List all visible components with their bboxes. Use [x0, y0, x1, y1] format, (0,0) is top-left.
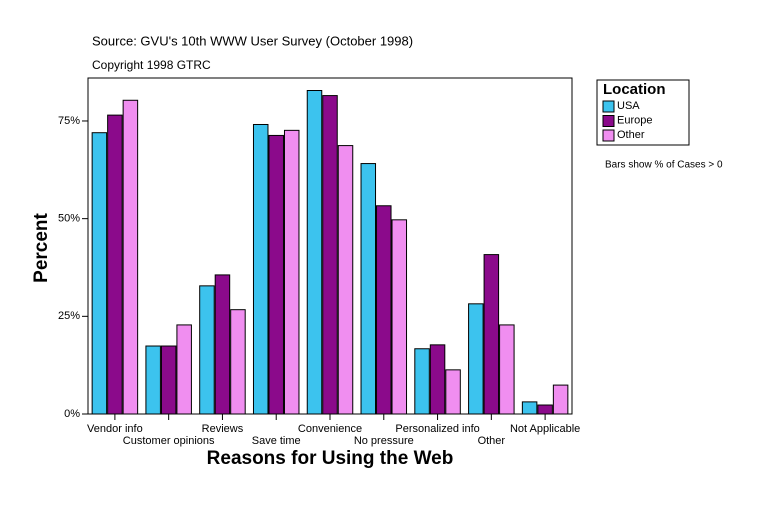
bar — [429, 344, 446, 415]
bar — [199, 285, 215, 415]
y-tick-label: 25% — [58, 310, 80, 322]
bar — [160, 345, 177, 415]
legend-title: Location — [603, 81, 666, 98]
bar — [107, 114, 123, 415]
bar — [283, 129, 300, 415]
bar — [306, 90, 323, 415]
y-tick-label: 0% — [64, 408, 80, 420]
x-tick-label: Customer opinions — [123, 435, 215, 447]
bar — [499, 324, 515, 415]
source: Source: GVU's 10th WWW User Survey (Octo… — [92, 33, 413, 48]
bar — [468, 303, 484, 415]
bar — [337, 145, 354, 415]
bar — [552, 384, 569, 415]
copyright: Copyright 1998 GTRC — [92, 58, 211, 72]
bar — [176, 324, 192, 415]
bar — [391, 219, 408, 415]
x-tick-label: Reviews — [202, 423, 244, 435]
bar — [252, 123, 269, 415]
bar — [268, 134, 284, 415]
bar — [537, 404, 553, 415]
x-axis-title: Reasons for Using the Web — [207, 448, 454, 469]
bar — [445, 369, 461, 415]
x-tick-label: Not Applicable — [510, 423, 580, 435]
x-tick-label: Other — [478, 435, 506, 447]
y-axis-title: Percent — [31, 212, 52, 282]
legend-swatch — [602, 129, 615, 142]
x-tick-label: Save time — [252, 435, 301, 447]
bar — [322, 95, 338, 415]
legend-label: Europe — [617, 114, 652, 126]
y-tick-label: 75% — [58, 115, 80, 127]
legend-label: USA — [617, 100, 640, 112]
legend-swatch — [602, 115, 615, 127]
x-tick-label: No pressure — [354, 435, 414, 447]
bar — [360, 163, 377, 415]
bar — [521, 401, 538, 415]
y-tick-label: 50% — [58, 213, 80, 225]
x-tick-label: Personalized info — [395, 423, 479, 435]
x-tick-label: Convenience — [298, 423, 362, 435]
bar — [145, 345, 161, 415]
note: Bars show % of Cases > 0 — [605, 160, 723, 171]
bar — [483, 254, 500, 415]
bar — [414, 348, 430, 415]
bar — [122, 99, 139, 415]
x-tick-label: Vendor info — [87, 423, 143, 435]
bar — [91, 132, 108, 415]
bar — [376, 205, 392, 415]
bar — [230, 309, 246, 415]
legend-label: Other — [617, 129, 645, 141]
bar — [214, 274, 231, 415]
legend-swatch — [602, 100, 615, 113]
